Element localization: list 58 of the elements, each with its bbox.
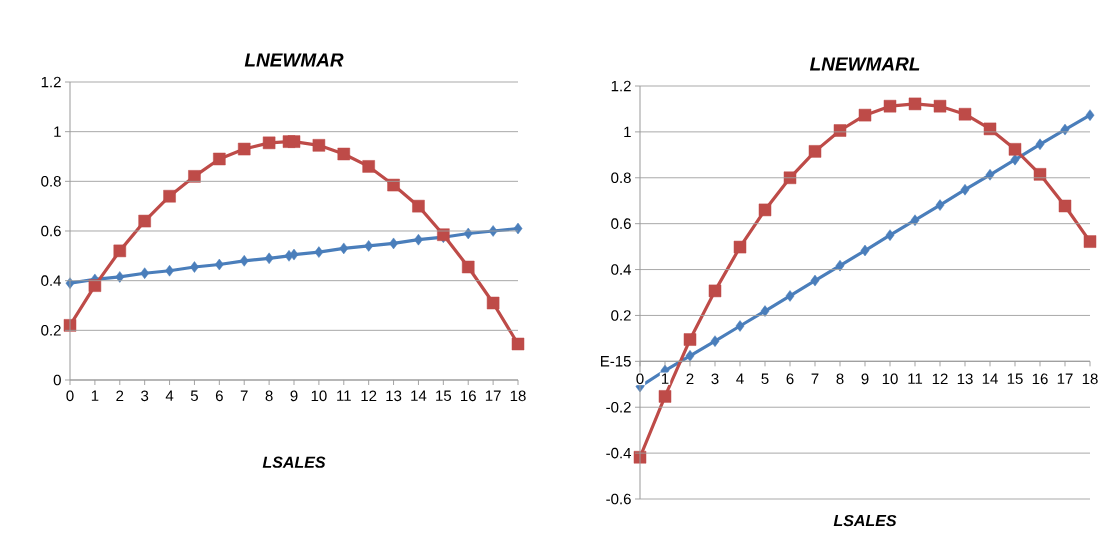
x-tick-label: 14: [982, 373, 998, 384]
x-tick-label: 10: [311, 390, 327, 402]
y-tick-label: -0.6: [606, 493, 631, 505]
x-tick-label: 13: [957, 373, 973, 385]
x-tick-label: 5: [761, 373, 769, 384]
x-tick-label: 15: [1007, 373, 1023, 384]
x-tick-label: 7: [240, 390, 248, 401]
y-tick-label: 0.2: [611, 310, 631, 321]
y-tick-label: 0.8: [611, 172, 631, 184]
x-tick-label: 8: [836, 373, 844, 385]
x-tick-label: 11: [337, 390, 351, 401]
y-tick-label: -0.4: [606, 447, 632, 459]
y-tick-label: 1.2: [41, 76, 61, 88]
x-tick-label: 6: [786, 373, 794, 385]
x-tick-label: 5: [190, 390, 198, 401]
x-tick-label: 14: [411, 390, 427, 401]
y-tick-label: 1.2: [611, 80, 631, 92]
x-tick-label: 18: [510, 390, 526, 402]
x-tick-label: 17: [485, 390, 501, 401]
x-tick-label: 10: [882, 373, 898, 385]
y-tick-label: -0.2: [606, 401, 631, 413]
x-tick-label: 1: [91, 390, 99, 401]
x-tick-label: 15: [436, 390, 452, 401]
y-tick-label: 0.8: [41, 176, 61, 187]
x-tick-label: 7: [811, 373, 819, 384]
y-tick-label: 0.2: [41, 325, 61, 336]
x-tick-label: 8: [265, 390, 273, 402]
x-tick-label: 0: [636, 373, 644, 385]
x-tick-label: 2: [116, 390, 124, 402]
y-tick-label: 0.6: [611, 218, 631, 229]
x-tick-label: 4: [736, 373, 744, 384]
x-tick-label: 1: [661, 373, 669, 384]
x-tick-label: 16: [1032, 373, 1048, 385]
x-tick-label: 3: [141, 390, 149, 402]
x-tick-label: 11: [908, 373, 923, 384]
x-tick-label: 13: [386, 390, 402, 402]
chart-title: LNEWMAR: [244, 53, 344, 67]
x-axis-title: LSALES: [833, 514, 897, 527]
y-tick-label: 1: [624, 126, 631, 138]
x-tick-label: 4: [165, 390, 174, 401]
y-tick-label: 1: [54, 126, 61, 137]
y-tick-label: 0.4: [611, 264, 632, 275]
x-axis-title: LSALES: [262, 456, 326, 468]
x-tick-label: 12: [361, 390, 377, 402]
x-tick-label: 6: [215, 390, 223, 402]
x-tick-label: 0: [66, 390, 74, 402]
y-tick-label: 0.4: [41, 275, 62, 286]
x-tick-label: 12: [932, 373, 948, 385]
x-tick-label: 17: [1057, 373, 1073, 384]
y-tick-label: 0.6: [41, 225, 61, 237]
x-tick-label: 18: [1082, 373, 1098, 385]
x-tick-label: 3: [711, 373, 719, 385]
chart-title: LNEWMARL: [809, 57, 920, 71]
x-tick-label: 9: [290, 390, 298, 402]
x-tick-label: 9: [861, 373, 869, 385]
x-tick-label: 16: [461, 390, 476, 402]
y-tick-label: E-15: [601, 356, 631, 367]
x-tick-label: 2: [686, 373, 694, 385]
